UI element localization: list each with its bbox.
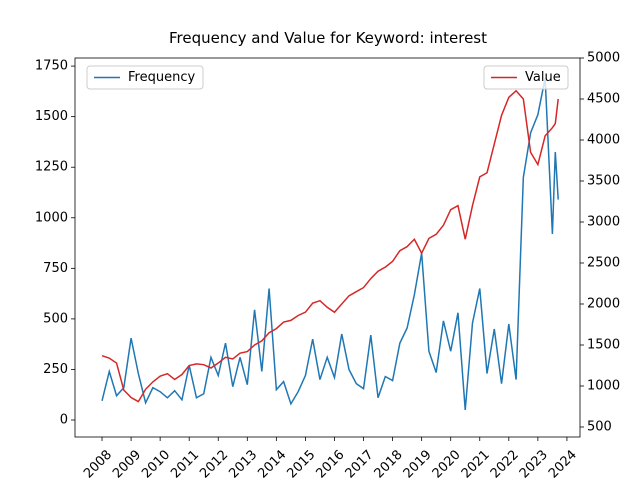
y2-tick-label: 1500 (587, 337, 620, 352)
y-tick-label: 1250 (35, 160, 68, 175)
legend-box (86, 65, 204, 90)
y2-tick-label: 4000 (587, 132, 620, 147)
series-line (101, 78, 559, 410)
y-tick-label: 1500 (35, 109, 68, 124)
chart-title: Frequency and Value for Keyword: interes… (169, 29, 487, 47)
y-tick-label: 1750 (35, 59, 68, 74)
y2-tick-label: 4500 (587, 91, 620, 106)
y2-tick-label: 2500 (587, 255, 620, 270)
y2-tick-label: 5000 (587, 51, 620, 66)
y-tick-label: 500 (43, 311, 68, 326)
y2-tick-label: 3000 (587, 214, 620, 229)
legend-box (483, 65, 569, 90)
legend: Frequency (86, 65, 204, 90)
y-tick-label: 250 (43, 362, 68, 377)
series-line (101, 89, 559, 403)
legend-label: Value (525, 70, 561, 85)
y2-tick-label: 500 (587, 419, 612, 434)
y-tick-label: 0 (60, 413, 68, 428)
y2-tick-label: 1000 (587, 378, 620, 393)
legend-label: Frequency (128, 70, 195, 85)
y-tick-label: 1000 (35, 210, 68, 225)
y2-tick-label: 3500 (587, 173, 620, 188)
y-tick-label: 750 (43, 261, 68, 276)
legend: Value (483, 65, 569, 90)
y2-tick-label: 2000 (587, 296, 620, 311)
plot-frame (74, 57, 581, 438)
